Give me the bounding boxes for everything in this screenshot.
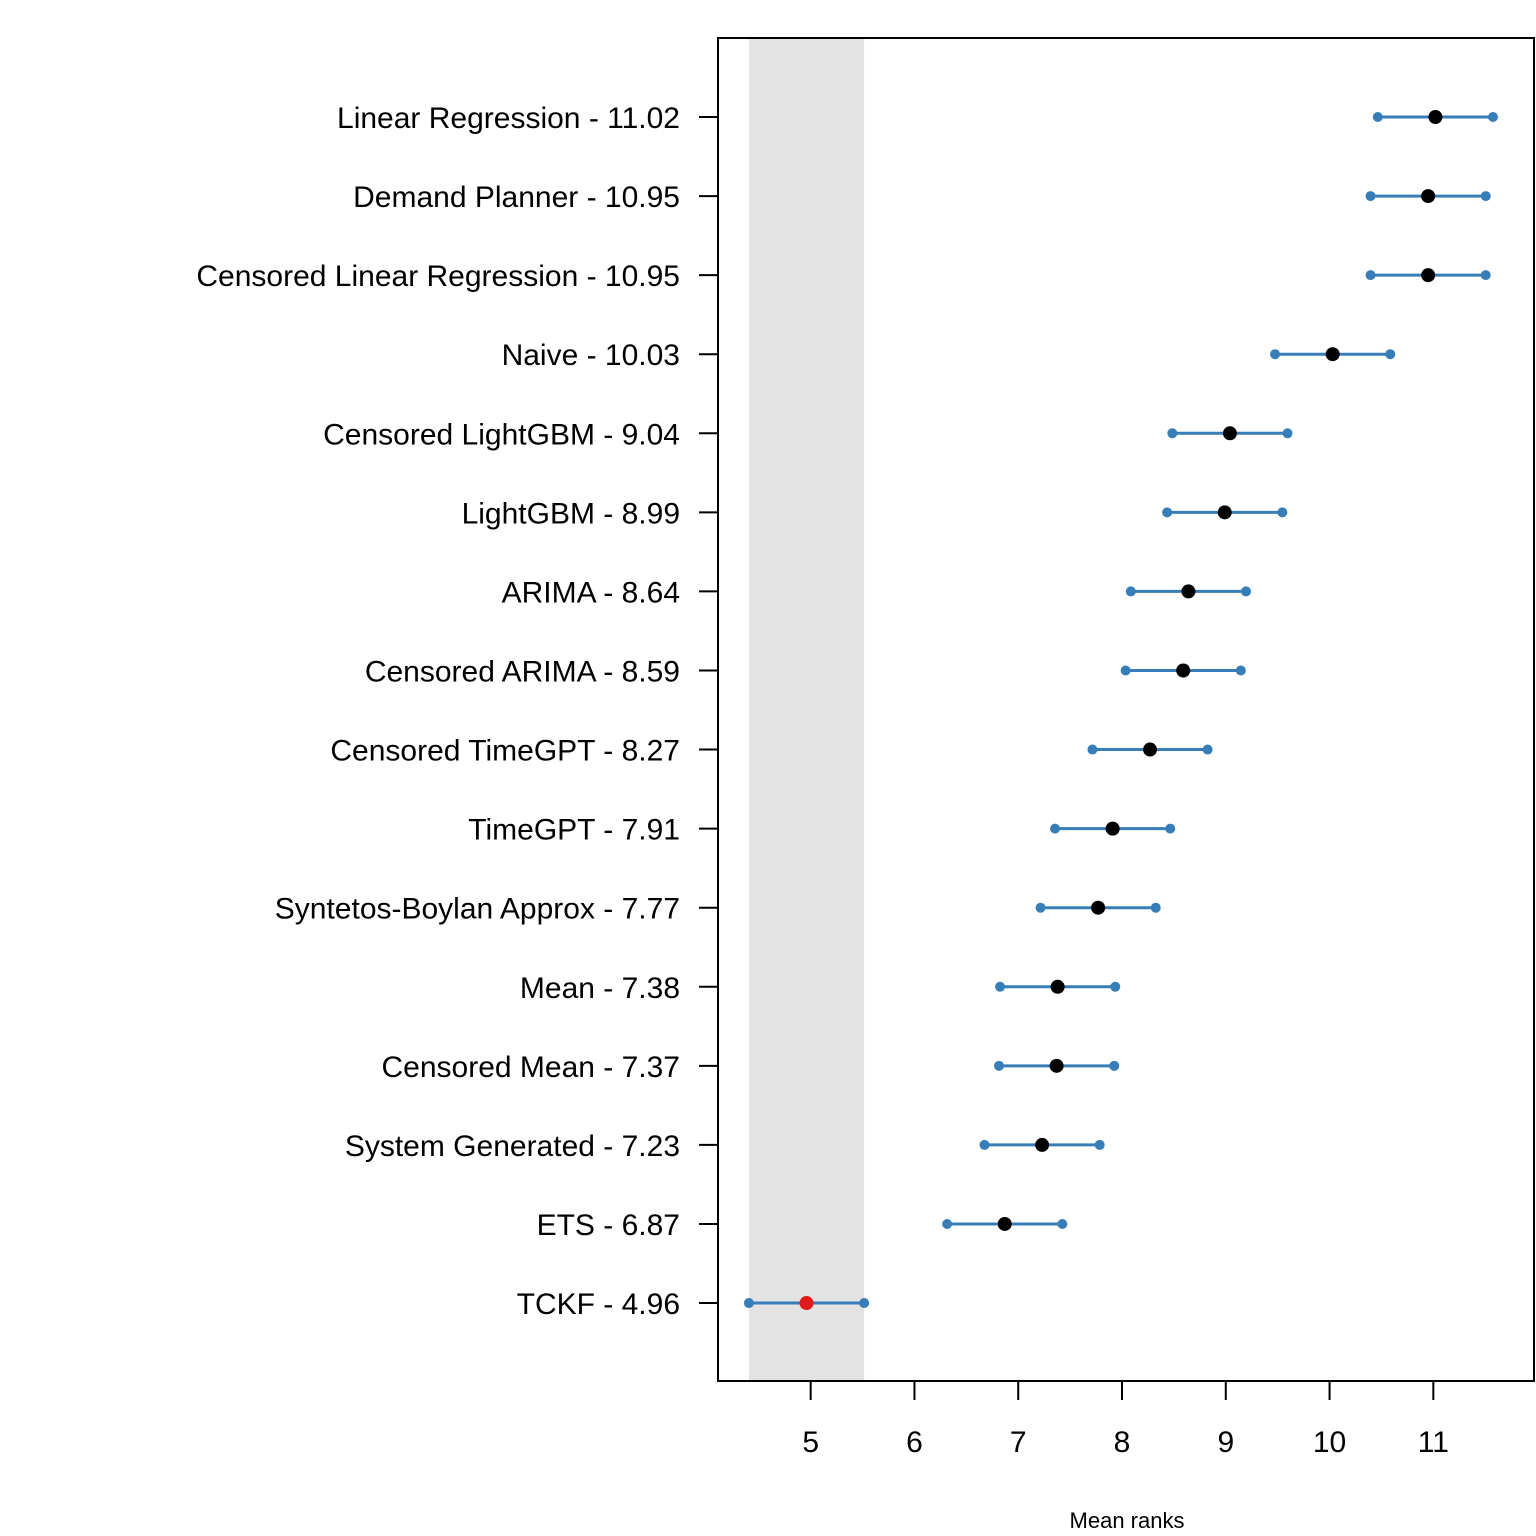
mean-rank-point: [1325, 347, 1340, 362]
x-tick-label: 8: [1114, 1426, 1131, 1459]
interval-upper-point: [1110, 981, 1121, 992]
mean-rank-point: [1222, 426, 1237, 441]
mean-rank-point: [1176, 663, 1191, 678]
band-layer: [748, 38, 865, 1381]
interval-lower-point: [1125, 586, 1136, 597]
mean-rank-point: [1091, 900, 1106, 915]
interval-lower-point: [979, 1139, 990, 1150]
method-label: TimeGPT - 7.91: [468, 814, 680, 847]
plot-frame: [717, 37, 1535, 1382]
interval-lower-point: [1270, 349, 1281, 360]
mean-rank-point: [1428, 110, 1443, 124]
mean-rank-point: [1217, 505, 1232, 520]
interval-upper-point: [859, 1298, 870, 1309]
interval-upper-point: [1057, 1218, 1068, 1229]
method-label: Mean - 7.38: [520, 972, 680, 1005]
method-label: Censored LightGBM - 9.04: [323, 418, 680, 451]
interval-upper-point: [1282, 428, 1293, 439]
method-label: Censored TimeGPT - 8.27: [330, 735, 680, 768]
method-label: TCKF - 4.96: [517, 1288, 680, 1321]
method-label: Censored ARIMA - 8.59: [365, 655, 680, 688]
interval-lower-point: [1167, 428, 1178, 439]
x-tick-label: 6: [906, 1426, 923, 1459]
method-label: Censored Linear Regression - 10.95: [196, 260, 680, 293]
method-label: Demand Planner - 10.95: [353, 181, 680, 214]
interval-lower-point: [1162, 507, 1173, 518]
method-label: Naive - 10.03: [502, 339, 680, 372]
interval-upper-point: [1385, 349, 1396, 360]
best-mean-rank-point: [799, 1296, 814, 1311]
mean-rank-point: [1035, 1137, 1050, 1152]
interval-upper-point: [1094, 1139, 1105, 1150]
interval-upper-point: [1150, 902, 1161, 913]
x-tick-label: 5: [802, 1426, 819, 1459]
x-tick-label: 9: [1217, 1426, 1234, 1459]
interval-lower-point: [1365, 191, 1376, 202]
x-axis-label: Mean ranks: [1070, 1508, 1185, 1533]
marks-layer: [743, 110, 1499, 1311]
x-axis: 5 6 7 8 9 10 11: [802, 1381, 1449, 1459]
interval-upper-point: [1480, 191, 1491, 202]
method-label: Syntetos-Boylan Approx - 7.77: [275, 893, 680, 926]
interval-lower-point: [1120, 665, 1131, 676]
interval-lower-point: [1365, 270, 1376, 281]
interval-upper-point: [1165, 823, 1176, 834]
interval-upper-point: [1480, 270, 1491, 281]
interval-upper-point: [1488, 112, 1499, 122]
mean-rank-point: [1105, 821, 1120, 836]
method-label: ETS - 6.87: [537, 1209, 680, 1242]
interval-upper-point: [1241, 586, 1252, 597]
interval-lower-point: [994, 1060, 1005, 1071]
mean-rank-point: [1049, 1058, 1064, 1073]
interval-lower-point: [1035, 902, 1046, 913]
x-tick-label: 7: [1010, 1426, 1027, 1459]
interval-upper-point: [1109, 1060, 1120, 1071]
method-label: Linear Regression - 11.02: [337, 102, 680, 135]
method-label: ARIMA - 8.64: [502, 576, 680, 609]
method-label: System Generated - 7.23: [345, 1130, 680, 1163]
interval-lower-point: [1087, 744, 1098, 755]
interval-lower-point: [1050, 823, 1061, 834]
interval-lower-point: [942, 1218, 953, 1229]
interval-upper-point: [1235, 665, 1246, 676]
mean-rank-point: [1421, 268, 1436, 283]
mean-rank-point: [1143, 742, 1158, 757]
mean-rank-point: [1181, 584, 1196, 599]
interval-lower-point: [995, 981, 1006, 992]
interval-upper-point: [1277, 507, 1288, 518]
x-tick-label: 11: [1418, 1426, 1449, 1459]
interval-upper-point: [1202, 744, 1213, 755]
mean-rank-point: [997, 1216, 1012, 1231]
plot-frame-layer: [717, 37, 1535, 1382]
interval-lower-point: [743, 1298, 754, 1309]
interval-lower-point: [1372, 112, 1383, 122]
y-axis: Linear Regression - 11.02 Demand Planner …: [196, 102, 718, 1321]
method-label: LightGBM - 8.99: [462, 497, 680, 530]
x-tick-label: 10: [1313, 1426, 1346, 1459]
mean-rank-point: [1050, 979, 1065, 994]
critical-difference-band: [748, 38, 865, 1381]
mean-rank-point: [1421, 189, 1436, 204]
method-label: Censored Mean - 7.37: [381, 1051, 680, 1084]
